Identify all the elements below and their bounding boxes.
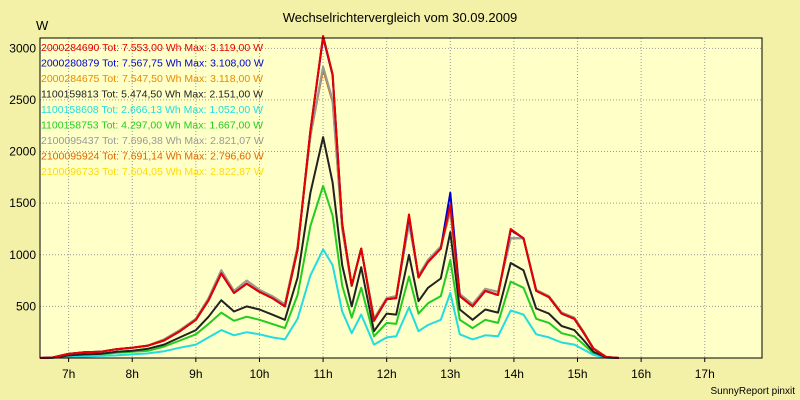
series-line: [39, 248, 619, 359]
x-tick-label: 15h: [568, 367, 588, 381]
x-tick-label: 11h: [314, 367, 333, 381]
y-axis-ticks: 500 1000 1500 2000 2500 3000: [9, 41, 36, 313]
legend-entry: 2000284675 Tot: 7.547,50 Wh Max: 3.118,0…: [41, 73, 263, 85]
legend-entry: 2000284690 Tot: 7.553,00 Wh Max: 3.119,0…: [41, 42, 263, 54]
series-lines: [39, 35, 619, 359]
x-tick-label: 17h: [695, 367, 715, 381]
legend-entry: 2100095437 Tot: 7.696,38 Wh Max: 2.821,0…: [41, 135, 264, 147]
y-tick-label: 1500: [9, 196, 36, 210]
legend-entry: 1100158608 Tot: 2.666,13 Wh Max: 1.052,0…: [41, 104, 263, 116]
x-tick-label: 14h: [504, 367, 524, 381]
series-line: [39, 136, 619, 359]
x-tick-label: 10h: [249, 367, 269, 381]
x-tick-label: 9h: [189, 367, 202, 381]
x-tick-label: 13h: [440, 367, 460, 381]
y-tick-label: 1000: [9, 248, 36, 262]
legend-entry: 1100158753 Tot: 4.297,00 Wh Max: 1.667,0…: [41, 120, 263, 132]
chart-title: Wechselrichtervergleich vom 30.09.2009: [283, 10, 518, 25]
y-tick-label: 3000: [9, 41, 36, 55]
y-axis-unit: W: [36, 18, 49, 33]
legend-entry: 1100159813 Tot: 5.474,50 Wh Max: 2.151,0…: [41, 89, 263, 101]
series-line: [39, 184, 619, 359]
x-tick-label: 12h: [377, 367, 397, 381]
x-tick-label: 7h: [62, 367, 75, 381]
legend-entry: 2100095924 Tot: 7.691,14 Wh Max: 2.796,6…: [41, 151, 264, 163]
x-tick-label: 16h: [631, 367, 651, 381]
footer-credit: SunnyReport pinxit: [711, 386, 796, 397]
series-line: [39, 35, 619, 359]
plot-frame: [39, 37, 763, 359]
y-tick-label: 500: [16, 299, 36, 313]
legend-entry: 2000280879 Tot: 7.567,75 Wh Max: 3.108,0…: [41, 58, 264, 70]
x-tick-label: 8h: [126, 367, 139, 381]
plot-area: [40, 38, 762, 358]
y-tick-label: 2500: [9, 93, 36, 107]
x-axis-ticks: 7h 8h 9h 10h 11h 12h 13h 14h 15h 16h 17h: [62, 358, 715, 381]
legend-entry: 2100096733 Tot: 7.604,05 Wh Max: 2.822,8…: [41, 166, 264, 178]
legend: 2000284690 Tot: 7.553,00 Wh Max: 3.119,0…: [41, 42, 264, 178]
y-tick-label: 2000: [9, 145, 36, 159]
